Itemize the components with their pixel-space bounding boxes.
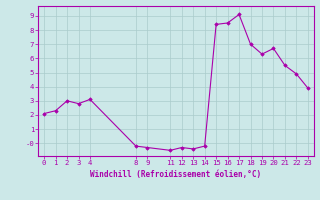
X-axis label: Windchill (Refroidissement éolien,°C): Windchill (Refroidissement éolien,°C)	[91, 170, 261, 179]
